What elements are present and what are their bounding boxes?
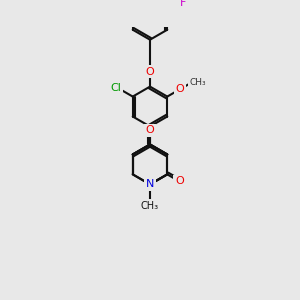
Text: O: O (175, 176, 184, 186)
Text: O: O (176, 84, 184, 94)
Text: O: O (146, 125, 154, 136)
Text: CH₃: CH₃ (190, 78, 206, 87)
Text: CH₃: CH₃ (141, 201, 159, 211)
Text: O: O (146, 67, 154, 76)
Text: F: F (180, 0, 186, 8)
Text: Cl: Cl (111, 83, 122, 93)
Text: N: N (146, 179, 154, 189)
